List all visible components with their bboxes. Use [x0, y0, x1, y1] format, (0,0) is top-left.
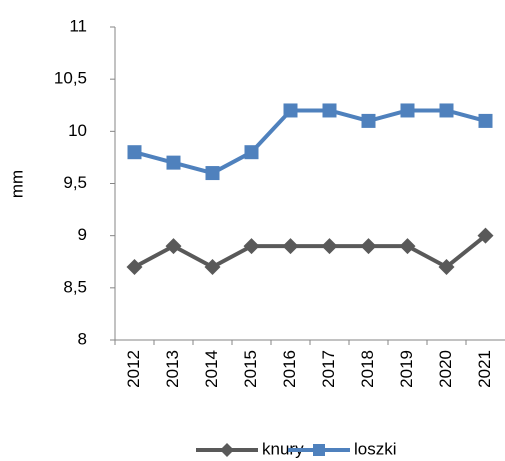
marker: [205, 166, 220, 181]
legend-marker: [220, 443, 234, 457]
marker: [165, 238, 182, 255]
legend-label: loszki: [354, 439, 397, 458]
series-line: [133, 234, 487, 269]
legend-label: knury: [262, 439, 304, 458]
y-tick-label: 8: [78, 329, 87, 348]
marker: [361, 113, 376, 128]
series-line: [133, 108, 487, 176]
marker: [126, 258, 143, 275]
marker: [243, 238, 260, 255]
marker: [399, 238, 416, 255]
x-tick-label: 2021: [475, 350, 494, 388]
marker: [244, 145, 259, 160]
marker: [400, 103, 415, 118]
y-tick-label: 8,5: [63, 277, 87, 296]
marker: [204, 258, 221, 275]
marker: [438, 258, 455, 275]
marker: [321, 238, 338, 255]
x-tick-label: 2019: [397, 350, 416, 388]
x-tick-label: 2018: [358, 350, 377, 388]
marker: [166, 155, 181, 170]
x-tick-label: 2013: [163, 350, 182, 388]
marker: [439, 103, 454, 118]
x-tick-label: 2017: [319, 350, 338, 388]
marker: [478, 113, 493, 128]
legend-marker: [313, 444, 325, 456]
y-tick-label: 10: [68, 121, 87, 140]
y-tick-label: 9,5: [63, 173, 87, 192]
x-tick-label: 2014: [202, 350, 221, 388]
y-tick-label: 9: [78, 225, 87, 244]
marker: [360, 238, 377, 255]
x-tick-label: 2020: [436, 350, 455, 388]
marker: [477, 227, 494, 244]
x-tick-label: 2012: [124, 350, 143, 388]
x-tick-label: 2016: [280, 350, 299, 388]
marker: [322, 103, 337, 118]
marker: [283, 103, 298, 118]
y-axis-label: mm: [7, 170, 26, 198]
marker: [127, 145, 142, 160]
x-tick-label: 2015: [241, 350, 260, 388]
y-tick-label: 10,5: [54, 69, 87, 88]
y-tick-label: 11: [69, 16, 87, 35]
marker: [282, 238, 299, 255]
